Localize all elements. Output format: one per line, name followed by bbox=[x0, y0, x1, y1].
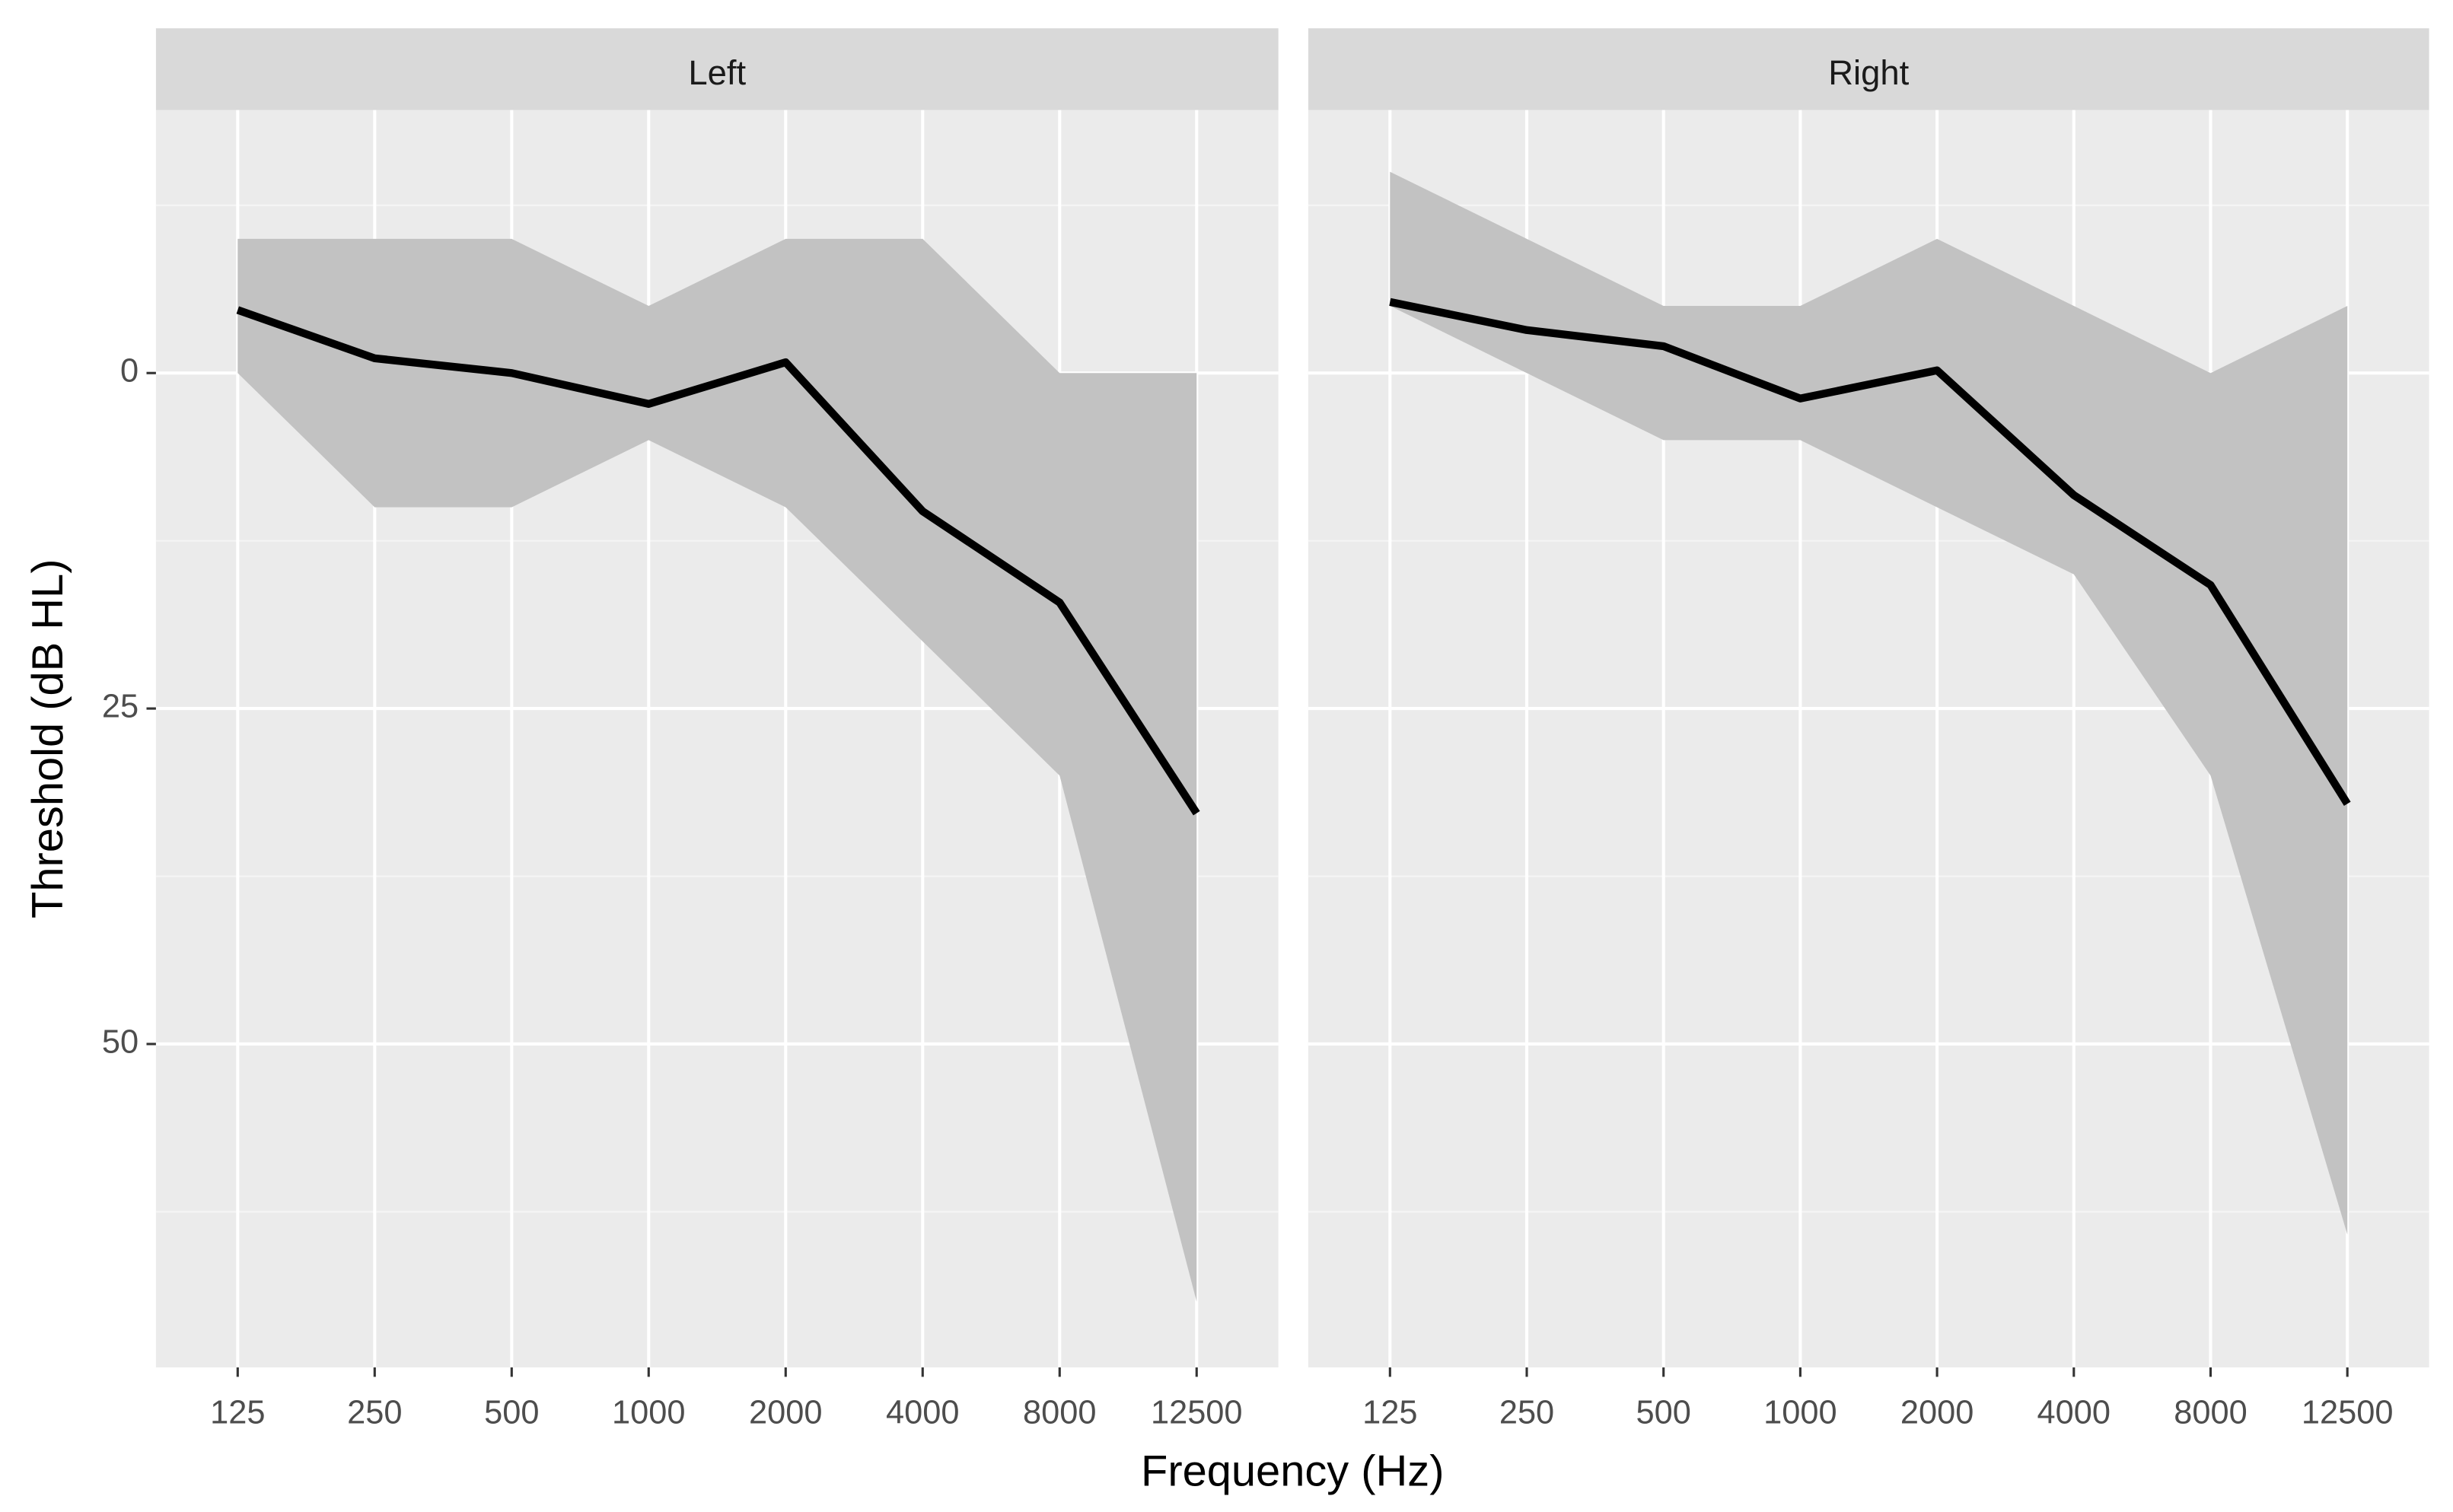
mean-line bbox=[1389, 298, 2351, 807]
x-tick-label: 8000 bbox=[1023, 1394, 1096, 1431]
x-tick-label: 12500 bbox=[2302, 1394, 2394, 1431]
x-tick-label: 250 bbox=[1499, 1394, 1554, 1431]
x-tick-label: 125 bbox=[1362, 1394, 1417, 1431]
x-tick-label: 8000 bbox=[2174, 1394, 2247, 1431]
strip-background bbox=[1308, 28, 2429, 110]
x-tick-label: 1000 bbox=[612, 1394, 685, 1431]
x-tick-label: 500 bbox=[484, 1394, 539, 1431]
x-tick-label: 1000 bbox=[1763, 1394, 1837, 1431]
x-tick-label: 2000 bbox=[1900, 1394, 1974, 1431]
x-tick-label: 500 bbox=[1636, 1394, 1691, 1431]
strip-label: Right bbox=[1828, 53, 1909, 92]
x-tick-label: 12500 bbox=[1151, 1394, 1243, 1431]
x-tick-label: 2000 bbox=[749, 1394, 822, 1431]
x-tick-label: 125 bbox=[210, 1394, 265, 1431]
y-axis-title: Threshold (dB HL) bbox=[24, 559, 72, 918]
x-tick-label: 250 bbox=[347, 1394, 402, 1431]
y-tick-label: 25 bbox=[102, 689, 139, 725]
strip-background bbox=[155, 28, 1279, 110]
y-tick-label: 0 bbox=[120, 353, 139, 390]
x-tick-label: 4000 bbox=[886, 1394, 959, 1431]
x-axis-title: Frequency (Hz) bbox=[1141, 1447, 1444, 1496]
range-band bbox=[237, 238, 1197, 1302]
strip-label: Left bbox=[688, 53, 746, 92]
mean-line bbox=[236, 306, 1200, 816]
y-tick-label: 50 bbox=[102, 1023, 139, 1060]
range-band bbox=[1390, 171, 2348, 1235]
x-tick-label: 4000 bbox=[2037, 1394, 2111, 1431]
